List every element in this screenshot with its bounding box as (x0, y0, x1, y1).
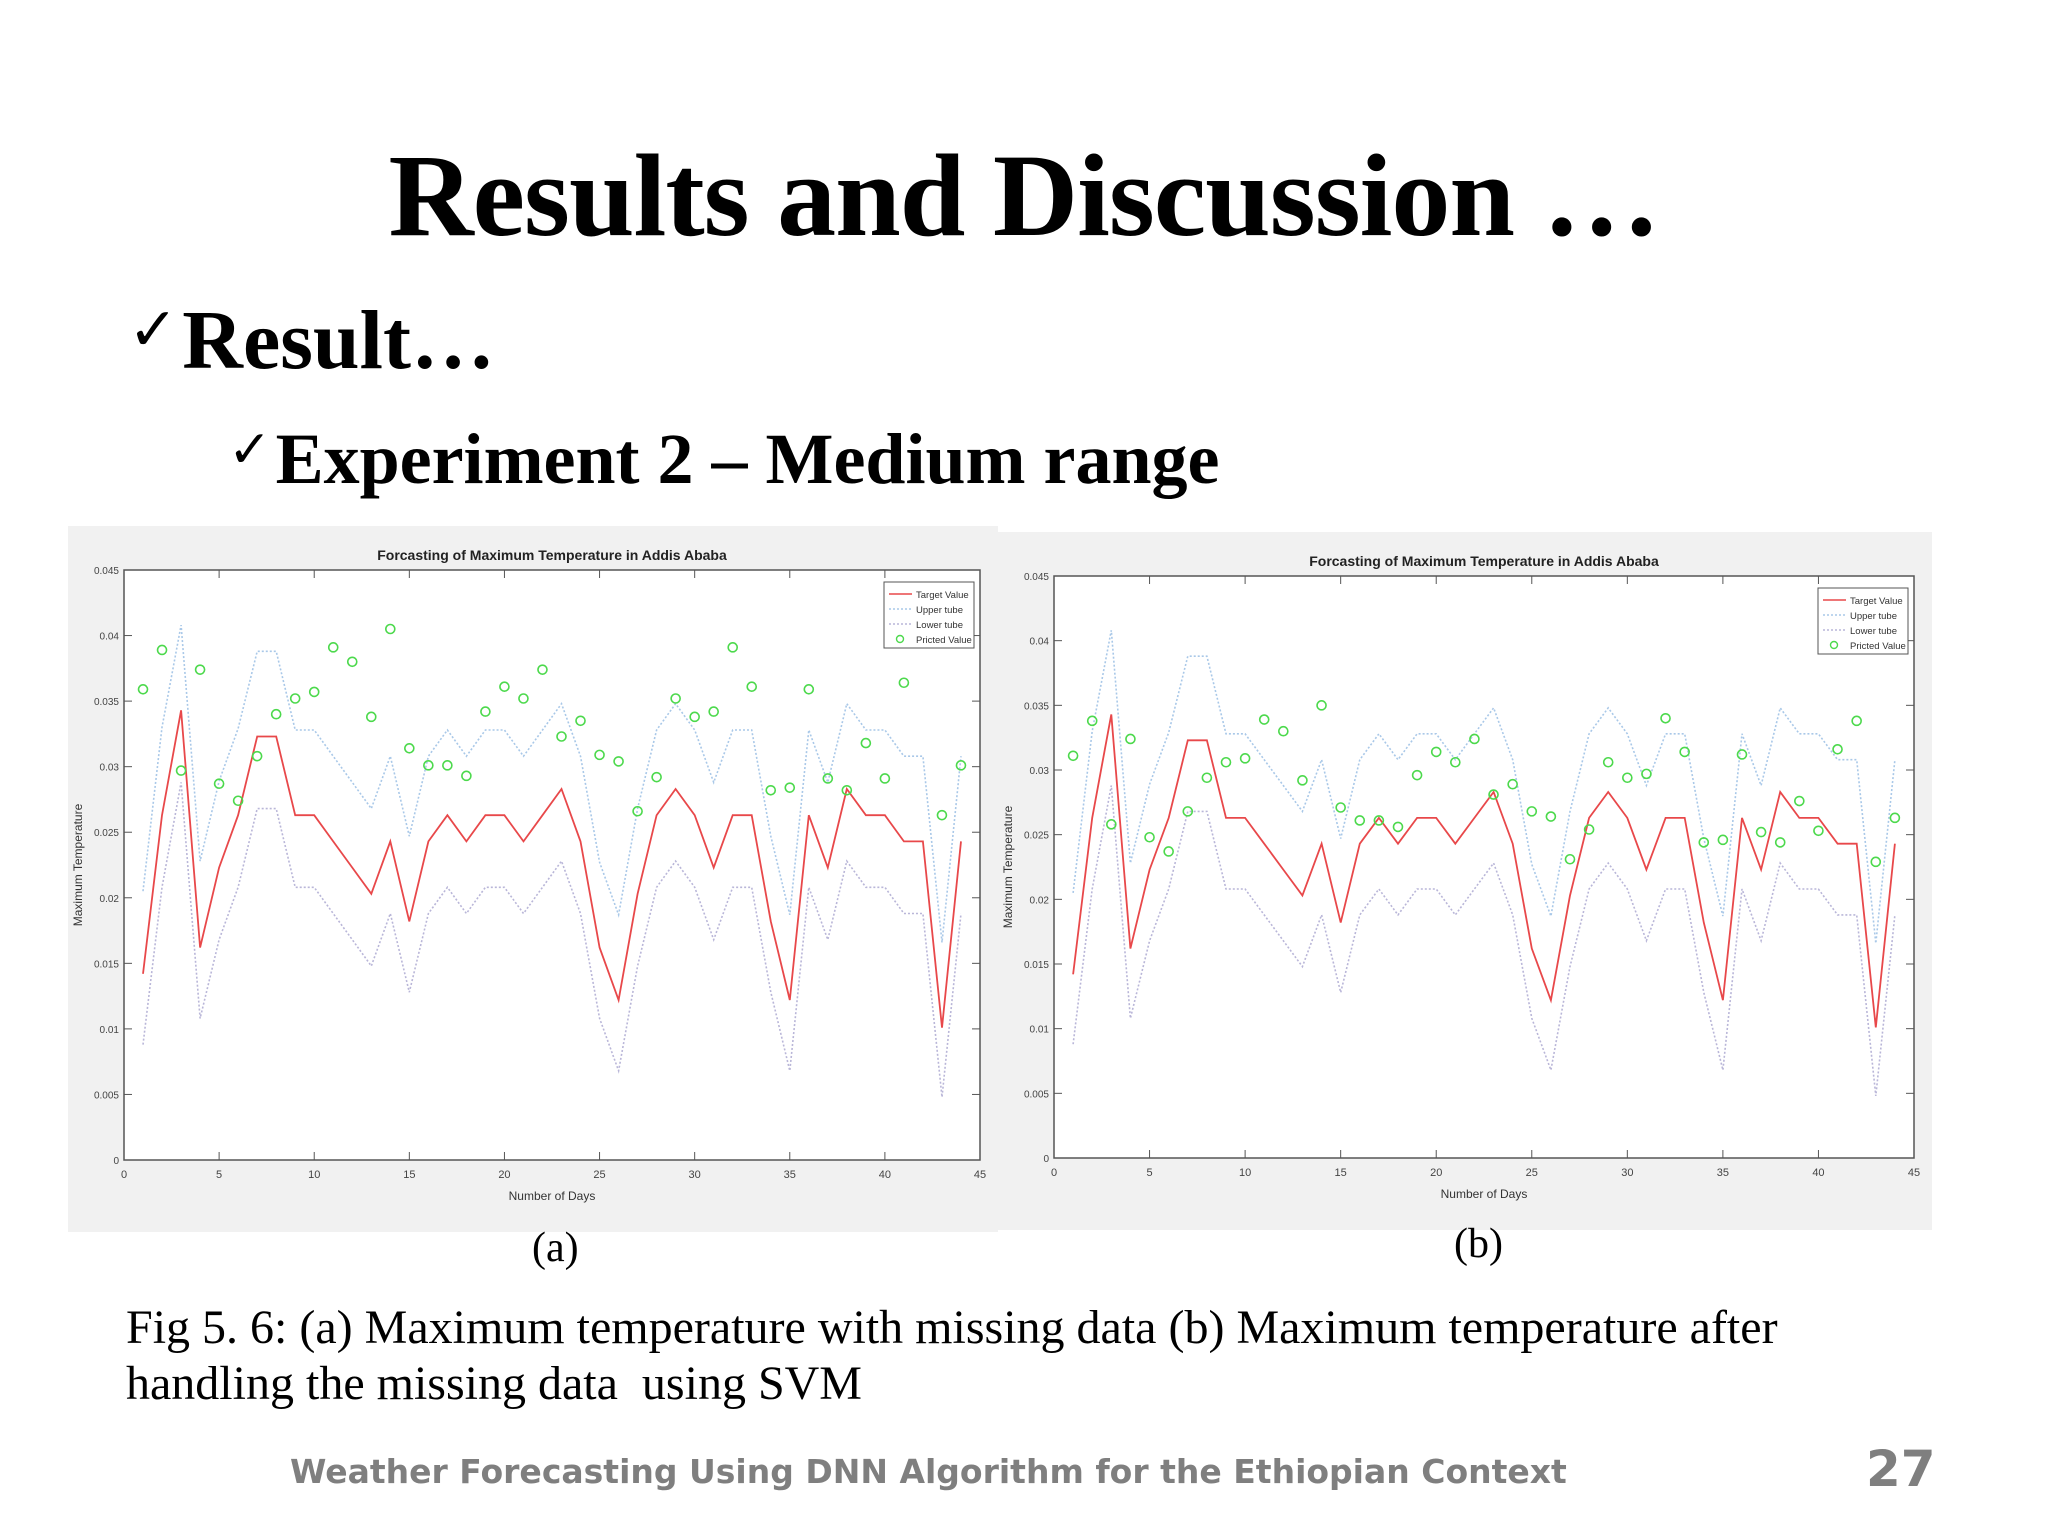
svg-text:35: 35 (784, 1169, 796, 1181)
svg-text:Lower tube: Lower tube (1850, 626, 1897, 637)
svg-text:0.02: 0.02 (1030, 895, 1050, 906)
chart-b: Forcasting of Maximum Temperature in Add… (998, 532, 1932, 1230)
svg-text:Upper tube: Upper tube (916, 605, 963, 616)
svg-text:25: 25 (593, 1169, 605, 1181)
svg-text:0.005: 0.005 (1024, 1089, 1049, 1100)
svg-text:20: 20 (1430, 1167, 1442, 1179)
svg-text:15: 15 (403, 1169, 415, 1181)
chart-b-label: (b) (1454, 1221, 1503, 1267)
svg-text:Maximum Temperature: Maximum Temperature (1001, 805, 1015, 928)
chart-svg: Forcasting of Maximum Temperature in Add… (71, 547, 986, 1203)
bullet-result: ✓Result… (128, 292, 495, 389)
svg-text:Lower tube: Lower tube (916, 620, 963, 631)
svg-text:45: 45 (1908, 1167, 1920, 1179)
svg-text:20: 20 (498, 1169, 510, 1181)
svg-text:0.03: 0.03 (100, 763, 120, 774)
svg-text:15: 15 (1335, 1167, 1347, 1179)
caption-line-1: Fig 5. 6: (a) Maximum temperature with m… (126, 1301, 1778, 1354)
svg-text:45: 45 (974, 1169, 986, 1181)
svg-text:Pricted Value: Pricted Value (916, 635, 972, 646)
svg-text:25: 25 (1526, 1167, 1538, 1179)
svg-text:0.035: 0.035 (1024, 701, 1049, 712)
figure-caption: Fig 5. 6: (a) Maximum temperature with m… (126, 1300, 1946, 1412)
bullet-experiment-text: Experiment 2 – Medium range (275, 419, 1220, 499)
chart-a: Forcasting of Maximum Temperature in Add… (68, 526, 998, 1232)
svg-text:10: 10 (308, 1169, 320, 1181)
svg-text:Maximum Temperature: Maximum Temperature (71, 803, 85, 926)
bullet-result-text: Result… (182, 294, 495, 387)
svg-text:Upper tube: Upper tube (1850, 611, 1897, 622)
svg-text:35: 35 (1717, 1167, 1729, 1179)
chart-title: Forcasting of Maximum Temperature in Add… (1309, 553, 1659, 569)
svg-text:Pricted Value: Pricted Value (1850, 641, 1906, 652)
slide-title: Results and Discussion … (388, 130, 1660, 261)
svg-text:0.015: 0.015 (94, 959, 119, 970)
caption-line-2: handling the missing data using SVM (126, 1357, 862, 1410)
chart-svg: Forcasting of Maximum Temperature in Add… (1001, 553, 1920, 1201)
svg-text:0.025: 0.025 (1024, 831, 1049, 842)
svg-text:0.045: 0.045 (94, 566, 119, 577)
svg-text:0.03: 0.03 (1030, 766, 1050, 777)
bullet-experiment: ✓Experiment 2 – Medium range (228, 418, 1219, 501)
svg-text:0.04: 0.04 (100, 632, 120, 643)
svg-text:0.04: 0.04 (1030, 637, 1050, 648)
svg-text:0: 0 (121, 1169, 127, 1181)
svg-text:0.035: 0.035 (94, 697, 119, 708)
slide-footer: Weather Forecasting Using DNN Algorithm … (290, 1452, 1567, 1491)
checkmark-icon: ✓ (228, 420, 272, 480)
svg-text:Number of Days: Number of Days (509, 1189, 596, 1203)
svg-text:0.015: 0.015 (1024, 960, 1049, 971)
svg-text:0.045: 0.045 (1024, 572, 1049, 583)
svg-text:40: 40 (1812, 1167, 1824, 1179)
chart-a-label: (a) (532, 1225, 579, 1271)
svg-text:5: 5 (216, 1169, 222, 1181)
svg-text:10: 10 (1239, 1167, 1251, 1179)
svg-text:30: 30 (1621, 1167, 1633, 1179)
svg-text:0: 0 (113, 1156, 119, 1167)
page-number: 27 (1866, 1440, 1936, 1498)
svg-text:Target Value: Target Value (916, 590, 969, 601)
svg-text:40: 40 (879, 1169, 891, 1181)
svg-text:0.01: 0.01 (1030, 1025, 1050, 1036)
svg-text:0.025: 0.025 (94, 828, 119, 839)
svg-text:0: 0 (1043, 1154, 1049, 1165)
svg-text:5: 5 (1146, 1167, 1152, 1179)
svg-text:Target Value: Target Value (1850, 596, 1903, 607)
svg-text:0: 0 (1051, 1167, 1057, 1179)
chart-title: Forcasting of Maximum Temperature in Add… (377, 547, 727, 563)
svg-text:0.005: 0.005 (94, 1090, 119, 1101)
svg-text:Number of Days: Number of Days (1441, 1187, 1528, 1201)
svg-text:30: 30 (689, 1169, 701, 1181)
checkmark-icon: ✓ (128, 295, 179, 365)
svg-text:0.02: 0.02 (100, 894, 120, 905)
svg-text:0.01: 0.01 (100, 1025, 120, 1036)
